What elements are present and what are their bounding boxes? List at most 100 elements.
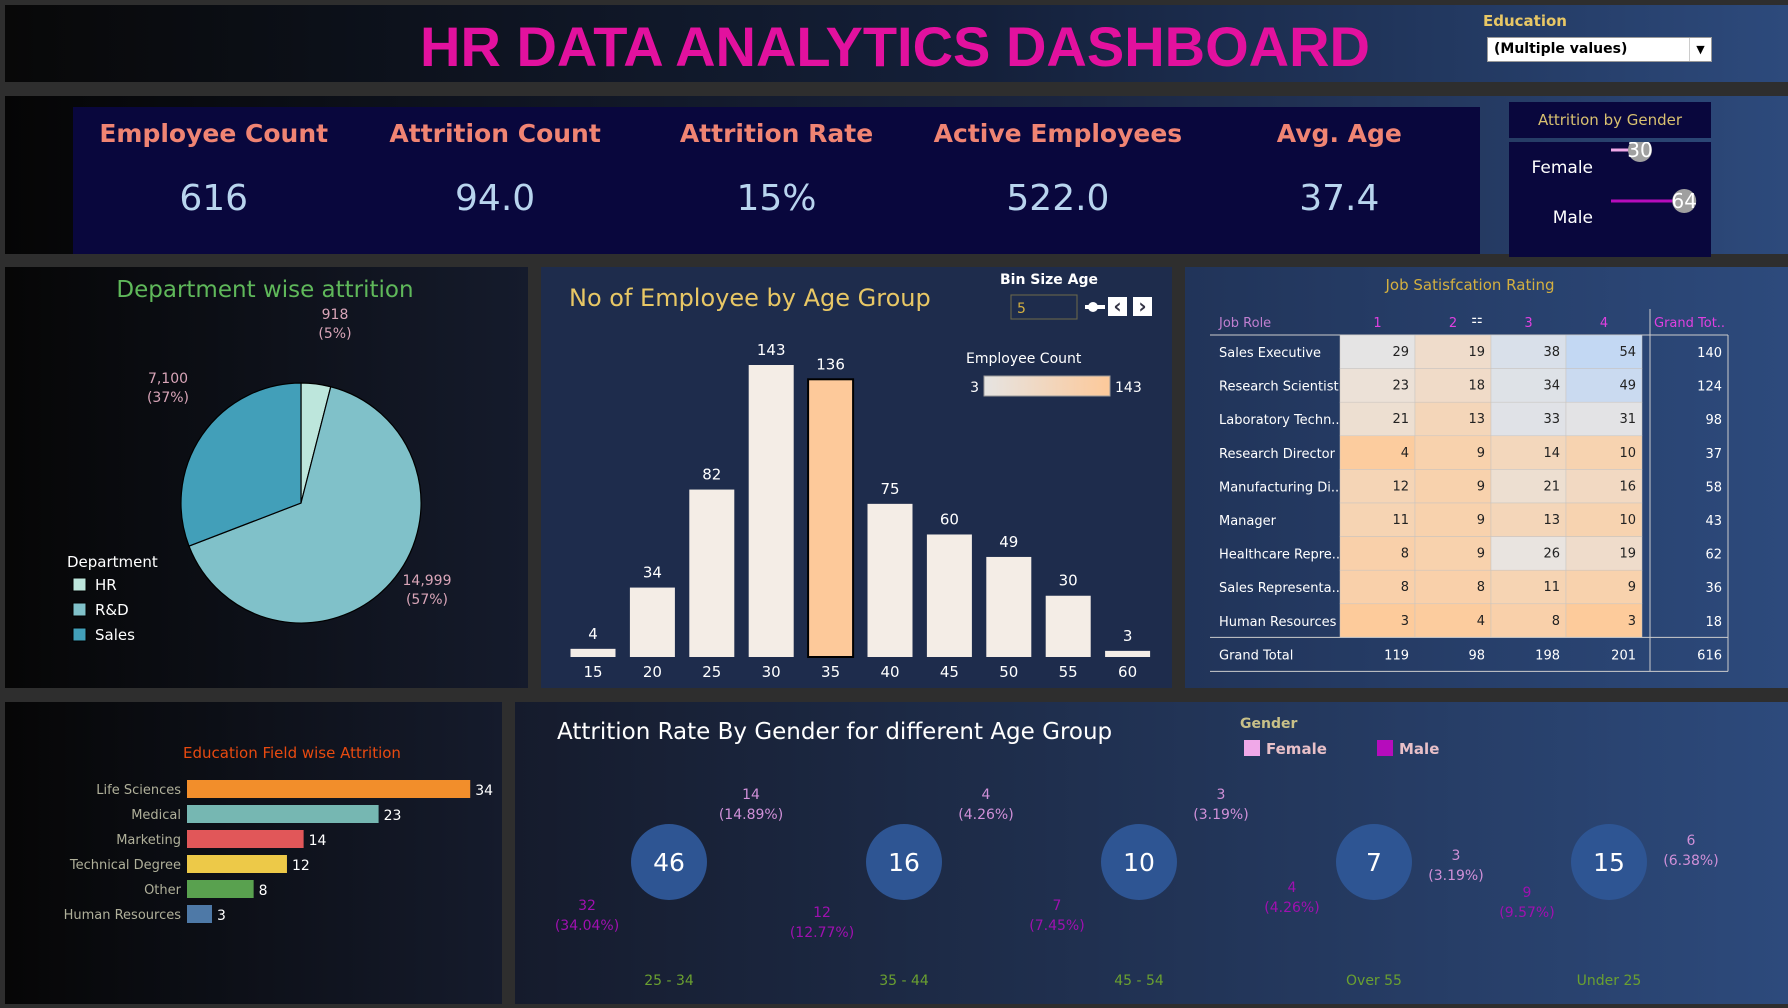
category-label: Human Resources — [64, 908, 182, 923]
legend-swatch-sales — [72, 627, 87, 642]
heat-cell — [1490, 368, 1567, 403]
kpi-employee-count: Employee Count 616 — [73, 107, 354, 254]
bar-value-label: 60 — [940, 510, 959, 528]
row-total: 98 — [1705, 413, 1722, 428]
age-group-label: Over 55 — [1346, 973, 1402, 989]
edu-bar-technical-degree — [187, 855, 287, 873]
heat-cell — [1490, 469, 1567, 504]
gender-dot-female — [1628, 142, 1652, 162]
cell-value: 9 — [1628, 580, 1636, 595]
cell-value: 19 — [1619, 547, 1636, 562]
job-role-label: Research Scientist — [1219, 380, 1339, 395]
gender-label-male: Male — [1552, 208, 1593, 228]
kpi-value: 522.0 — [1006, 178, 1110, 219]
heat-cell — [1339, 334, 1416, 369]
color-legend-max: 143 — [1115, 380, 1142, 396]
bin-size-value: 5 — [1017, 301, 1026, 317]
bin-prev-button[interactable] — [1108, 297, 1127, 316]
kpi-cards: Employee Count 616 Attrition Count 94.0 At… — [73, 107, 1480, 254]
education-filter-dropdown[interactable]: (Multiple values) ▼ — [1487, 37, 1712, 62]
cell-value: 4 — [1401, 446, 1409, 461]
row-total: 36 — [1705, 581, 1722, 596]
grand-total-value: 119 — [1384, 648, 1409, 663]
legend-swatch-hr — [72, 577, 87, 592]
bar-value-label: 34 — [475, 783, 493, 799]
kpi-label: Employee Count — [99, 119, 329, 148]
donut-total: 16 — [888, 848, 920, 877]
heat-cell — [1414, 569, 1492, 605]
x-tick-label: 50 — [999, 663, 1018, 681]
color-legend-bar — [983, 375, 1111, 397]
x-tick-label: 20 — [643, 663, 662, 681]
cell-value: 4 — [1477, 614, 1485, 629]
donut-total: 7 — [1366, 848, 1382, 877]
legend-label: Female — [1266, 740, 1327, 758]
age-bar-30 — [748, 365, 794, 657]
education-filter-label: Education — [1483, 12, 1567, 30]
cell-value: 8 — [1401, 547, 1409, 562]
bar-value-label: 82 — [702, 466, 721, 484]
bin-size-label: Bin Size Age — [1000, 272, 1098, 288]
heat-cell — [1565, 368, 1643, 403]
kpi-label: Attrition Count — [389, 119, 601, 148]
heat-cell — [1414, 334, 1492, 369]
row-total: 18 — [1705, 615, 1722, 630]
column-header: 1 — [1373, 316, 1381, 331]
chevron-down-icon[interactable]: ▼ — [1689, 38, 1711, 61]
color-legend-min: 3 — [970, 380, 979, 396]
heat-cell — [1565, 469, 1643, 504]
gender-age-donut-panel: Attrition Rate By Gender for different A… — [515, 702, 1788, 1004]
age-bar-15 — [570, 648, 616, 657]
cell-value: 11 — [1392, 513, 1409, 528]
bin-next-button[interactable] — [1133, 297, 1152, 316]
age-bar-45 — [926, 534, 972, 657]
chart-title: Department wise attrition — [116, 277, 413, 303]
bar-value-label: 3 — [1123, 627, 1133, 645]
male-pct-label: (34.04%) — [555, 918, 619, 934]
heat-cell — [1339, 536, 1416, 571]
cell-value: 16 — [1619, 479, 1636, 494]
kpi-active-employees: Active Employees 522.0 — [917, 107, 1198, 254]
donut-center — [1571, 824, 1647, 900]
gender-value: 64 — [1671, 189, 1696, 213]
female-pct-label: (4.26%) — [958, 807, 1013, 823]
cell-value: 26 — [1543, 547, 1560, 562]
age-group-label: 25 - 34 — [644, 973, 694, 989]
legend-title: Department — [67, 553, 158, 571]
cell-value: 14 — [1543, 446, 1560, 461]
cell-value: 8 — [1401, 580, 1409, 595]
legend-label: Male — [1399, 740, 1439, 758]
kpi-value: 616 — [179, 178, 249, 219]
cell-value: 12 — [1392, 479, 1409, 494]
donut-center — [631, 824, 707, 900]
age-bar-60 — [1105, 650, 1151, 657]
department-attrition-panel: Department wise attrition 918 (5%) 14,999 (5… — [5, 267, 528, 688]
attrition-by-gender-chart: Female Male 30 64 — [1509, 142, 1711, 257]
heat-cell — [1565, 435, 1643, 470]
cell-value: 49 — [1619, 379, 1636, 394]
bin-size-input[interactable] — [1010, 294, 1078, 320]
gender-label-female: Female — [1531, 158, 1593, 178]
male-count-label: 12 — [813, 905, 831, 921]
female-count-label: 6 — [1687, 833, 1696, 849]
female-pct-label: (14.89%) — [719, 807, 783, 823]
kpi-attrition-count: Attrition Count 94.0 — [354, 107, 635, 254]
female-count-label: 3 — [1217, 787, 1226, 803]
job-satisfaction-panel: Job Satisfcation Rating Job Role 1 2 3 4 Grand… — [1185, 267, 1788, 688]
bar-value-label: 8 — [259, 883, 268, 899]
female-pct-label: (3.19%) — [1193, 807, 1248, 823]
grand-total-value: 98 — [1468, 648, 1485, 663]
job-role-label: Laboratory Techn.. — [1219, 413, 1340, 428]
grand-total-overall: 616 — [1697, 648, 1722, 663]
job-role-label: Research Director — [1219, 447, 1336, 462]
edu-bar-marketing — [187, 830, 304, 848]
cell-value: 9 — [1477, 513, 1485, 528]
bar-value-label: 136 — [816, 355, 845, 373]
cell-value: 10 — [1619, 446, 1636, 461]
bin-slider-handle[interactable] — [1088, 302, 1098, 312]
row-total: 62 — [1705, 548, 1722, 563]
female-pct-label: (6.38%) — [1663, 853, 1718, 869]
bar-value-label: 30 — [1059, 572, 1078, 590]
kpi-attrition-rate: Attrition Rate 15% — [636, 107, 917, 254]
donut-center — [866, 824, 942, 900]
